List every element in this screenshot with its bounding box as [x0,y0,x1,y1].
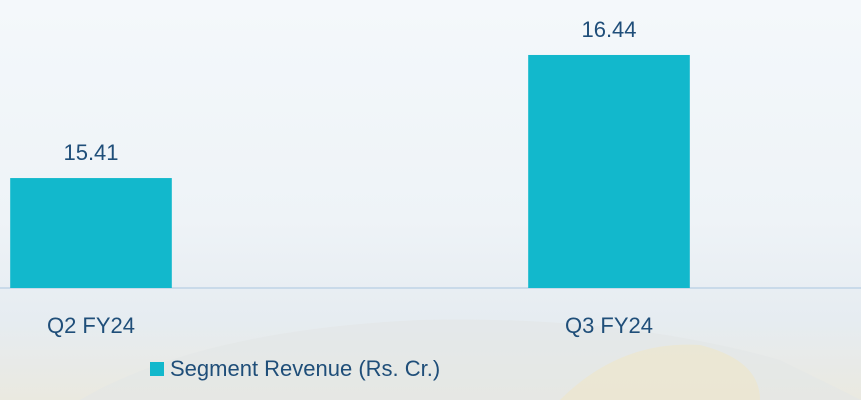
x-tick-label: Q2 FY24 [47,313,135,338]
bar [528,54,690,289]
legend: Segment Revenue (Rs. Cr.) [150,356,440,381]
background-shape [560,344,760,400]
bar [10,178,172,288]
legend-label: Segment Revenue (Rs. Cr.) [170,356,440,381]
value-label: 16.44 [581,17,636,42]
value-label: 15.41 [63,140,118,165]
x-tick-label: Q3 FY24 [565,313,653,338]
legend-swatch [150,362,164,376]
